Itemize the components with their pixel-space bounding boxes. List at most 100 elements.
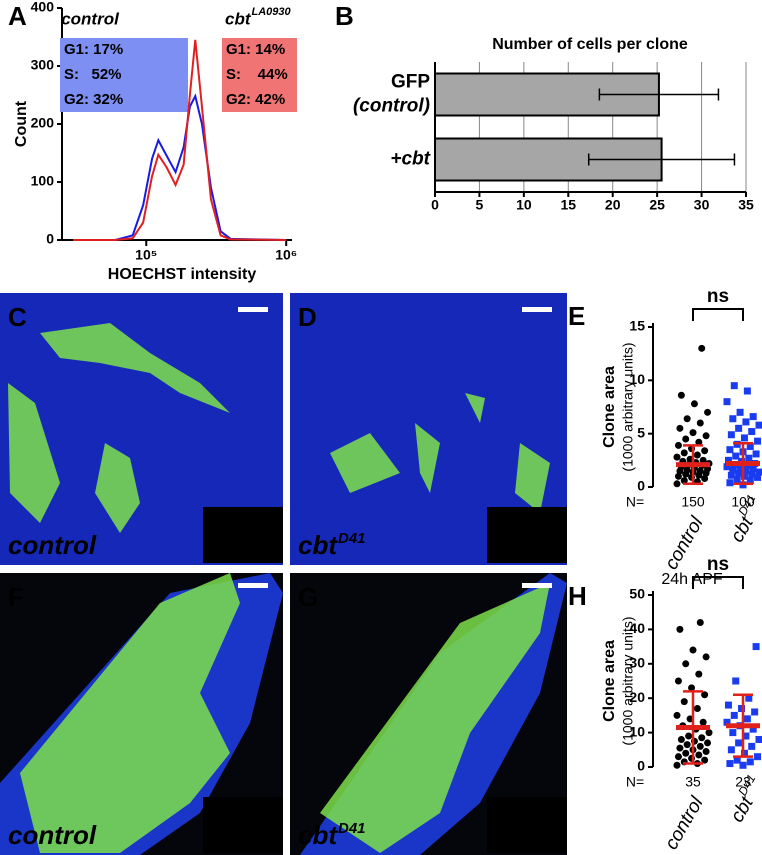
stats-text: S: 52% (64, 66, 122, 83)
x-tick-label: 30 (694, 197, 710, 213)
data-point (676, 625, 684, 633)
x-tick-label: 15 (560, 197, 576, 213)
data-point (754, 473, 762, 481)
y-axis-label: Count (13, 100, 30, 147)
y-axis-label: Clone area (601, 640, 618, 722)
data-point (683, 466, 691, 474)
x-tick-label: 5 (476, 197, 484, 213)
channel-label: DNA (225, 534, 277, 561)
n-value: 23 (735, 774, 751, 790)
data-point (695, 751, 703, 759)
data-point (698, 344, 706, 352)
data-point (729, 466, 737, 474)
superscript: D41 (338, 820, 366, 837)
channel-bg (487, 797, 567, 825)
significance-label: ns (707, 554, 729, 575)
data-point (674, 441, 682, 449)
data-point (740, 472, 748, 480)
y-tick-label: (control) (353, 96, 430, 117)
significance-label: ns (707, 286, 729, 307)
image-label: cbt (298, 530, 338, 560)
channel-label: DNA (225, 824, 277, 851)
data-point (727, 746, 735, 754)
data-point (689, 646, 697, 654)
data-point (696, 742, 704, 750)
data-point (746, 758, 754, 766)
data-point (735, 469, 743, 477)
data-point (755, 468, 762, 476)
y-axis-label: Clone area (601, 366, 618, 448)
scale-bar (522, 307, 552, 312)
data-point (677, 391, 685, 399)
image-label: control (8, 820, 97, 850)
gfp-clone (20, 573, 240, 853)
data-point (724, 701, 732, 709)
channel-label: DNA (509, 534, 561, 561)
x-axis-label: HOECHST intensity (108, 266, 257, 283)
scale-bar (522, 583, 552, 588)
data-point (680, 698, 688, 706)
data-point (683, 741, 691, 749)
y-tick-label: 50 (629, 586, 645, 602)
y-tick-label: 0 (637, 758, 645, 774)
panel-letter: C (8, 302, 27, 332)
gfp-clone (330, 433, 400, 493)
data-point (748, 470, 756, 478)
image-label: cbt (298, 820, 338, 850)
gfp-clone (415, 423, 440, 493)
n-label: N= (626, 494, 644, 510)
legend-label: cbt (225, 9, 252, 28)
data-point (723, 463, 731, 471)
stats-text: G1: 14% (226, 41, 285, 58)
y-axis-label: (1000 arbitrary units) (620, 342, 636, 471)
data-point (698, 734, 706, 742)
data-point (676, 424, 684, 432)
scale-bar (238, 307, 268, 312)
series-line (73, 39, 287, 241)
data-point (727, 471, 735, 479)
data-point (673, 480, 681, 488)
data-point (699, 718, 707, 726)
x-tick-label: 35 (738, 197, 754, 213)
stats-text: G1: 17% (64, 41, 123, 58)
y-tick-label: 200 (31, 115, 55, 131)
stats-box (222, 38, 297, 112)
data-point (696, 467, 704, 475)
data-point (738, 705, 746, 713)
data-point (743, 387, 751, 395)
category-label: cbt (727, 513, 758, 546)
data-point (690, 400, 698, 408)
panel-letter: B (335, 1, 354, 31)
data-point (696, 419, 704, 427)
data-point (689, 429, 697, 437)
data-point (696, 619, 704, 627)
data-point (701, 756, 709, 764)
data-point (704, 739, 712, 747)
data-point (733, 756, 741, 764)
gfp-clone (320, 583, 550, 853)
significance-bracket (692, 308, 744, 321)
y-tick-label: 10 (629, 723, 645, 739)
data-point (736, 408, 744, 416)
x-tick-label: 20 (605, 197, 621, 213)
data-point (751, 708, 759, 716)
channel-label: GFP (228, 506, 277, 533)
data-point (754, 437, 762, 445)
data-point (702, 653, 710, 661)
panel-letter: D (298, 302, 317, 332)
y-tick-label: 0 (637, 478, 645, 494)
chart-title: Number of cells per clone (492, 36, 688, 53)
gfp-clone (8, 383, 60, 523)
data-point (682, 749, 690, 757)
data-point (749, 465, 757, 473)
data-point (735, 739, 743, 747)
data-point (742, 418, 750, 426)
data-point (693, 451, 701, 459)
error-bar (587, 153, 736, 166)
data-point (729, 729, 737, 737)
stats-text: S: 44% (226, 66, 288, 83)
data-point (701, 447, 709, 455)
y-tick-label: 40 (629, 620, 645, 636)
category-label: control (661, 513, 708, 574)
